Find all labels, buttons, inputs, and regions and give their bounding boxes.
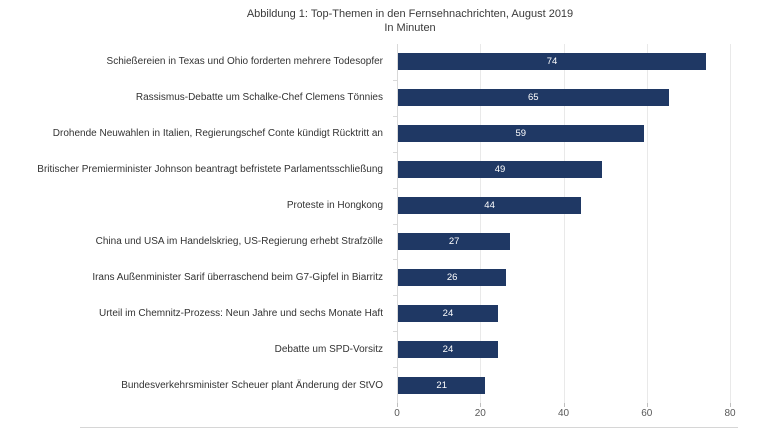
category-label: Bundesverkehrsminister Scheuer plant Änd…: [121, 379, 383, 391]
category-label: Proteste in Hongkong: [286, 200, 383, 212]
bar: 24: [398, 340, 498, 358]
x-tick-label: 0: [394, 408, 400, 419]
y-axis-tick: [393, 367, 397, 369]
gridline: [730, 44, 731, 403]
bar-value-label: 44: [484, 200, 495, 212]
x-axis-tick: [563, 403, 565, 407]
category-label: Irans Außenminister Sarif überraschend b…: [92, 271, 383, 283]
bar-value-label: 65: [527, 92, 539, 104]
bar: 65: [398, 89, 669, 107]
plot-area: Schießereien in Texas und Ohio forderten…: [0, 44, 768, 403]
bar: 27: [398, 232, 511, 250]
bar-value-label: 59: [515, 128, 527, 140]
gridline: [563, 44, 565, 403]
bar-value-label: 26: [446, 271, 458, 283]
bar: 21: [398, 376, 486, 394]
y-axis-tick: [393, 79, 397, 81]
bar: 26: [398, 268, 507, 286]
y-axis-tick: [393, 223, 397, 225]
category-label: China und USA im Handelskrieg, US-Regier…: [95, 235, 383, 247]
bar: 59: [398, 125, 644, 143]
category-label: Drohende Neuwahlen in Italien, Regierung…: [52, 128, 383, 140]
bar: 49: [398, 161, 602, 179]
bar-value-label: 21: [436, 379, 447, 391]
y-axis-tick: [393, 259, 397, 261]
category-label: Britischer Premierminister Johnson beant…: [37, 164, 383, 176]
gridline: [646, 44, 648, 403]
bar-value-label: 24: [442, 343, 454, 355]
x-tick-label: 60: [641, 408, 653, 419]
y-axis-tick: [393, 151, 397, 153]
chart-subtitle: In Minuten: [384, 22, 436, 34]
bar: 74: [398, 53, 707, 71]
x-axis-tick: [480, 403, 482, 407]
category-label: Urteil im Chemnitz-Prozess: Neun Jahre u…: [98, 307, 383, 319]
chart-title: Abbildung 1: Top-Themen in den Fernsehna…: [246, 8, 574, 20]
bar-value-label: 27: [448, 235, 460, 247]
x-axis-tick: [730, 403, 731, 407]
bar-value-label: 24: [442, 307, 454, 319]
bar: 44: [398, 197, 582, 215]
x-tick-label: 40: [557, 408, 570, 419]
x-tick-label: 80: [724, 408, 736, 419]
bar-value-label: 74: [546, 56, 558, 68]
x-axis-tick: [397, 403, 398, 407]
bar-value-label: 49: [494, 164, 506, 176]
y-axis-tick: [393, 295, 397, 297]
gridline: [480, 44, 482, 403]
category-label: Debatte um SPD-Vorsitz: [274, 343, 383, 355]
category-label: Schießereien in Texas und Ohio forderten…: [106, 56, 383, 68]
x-tick-label: 20: [474, 408, 486, 419]
bar: 24: [398, 304, 498, 322]
y-axis-line: [397, 44, 398, 403]
divider: [80, 427, 738, 428]
y-axis-tick: [393, 331, 397, 333]
y-axis-tick: [393, 187, 397, 189]
y-axis-tick: [393, 115, 397, 117]
x-axis-tick: [646, 403, 648, 407]
category-label: Rassismus-Debatte um Schalke-Chef Clemen…: [135, 92, 383, 104]
